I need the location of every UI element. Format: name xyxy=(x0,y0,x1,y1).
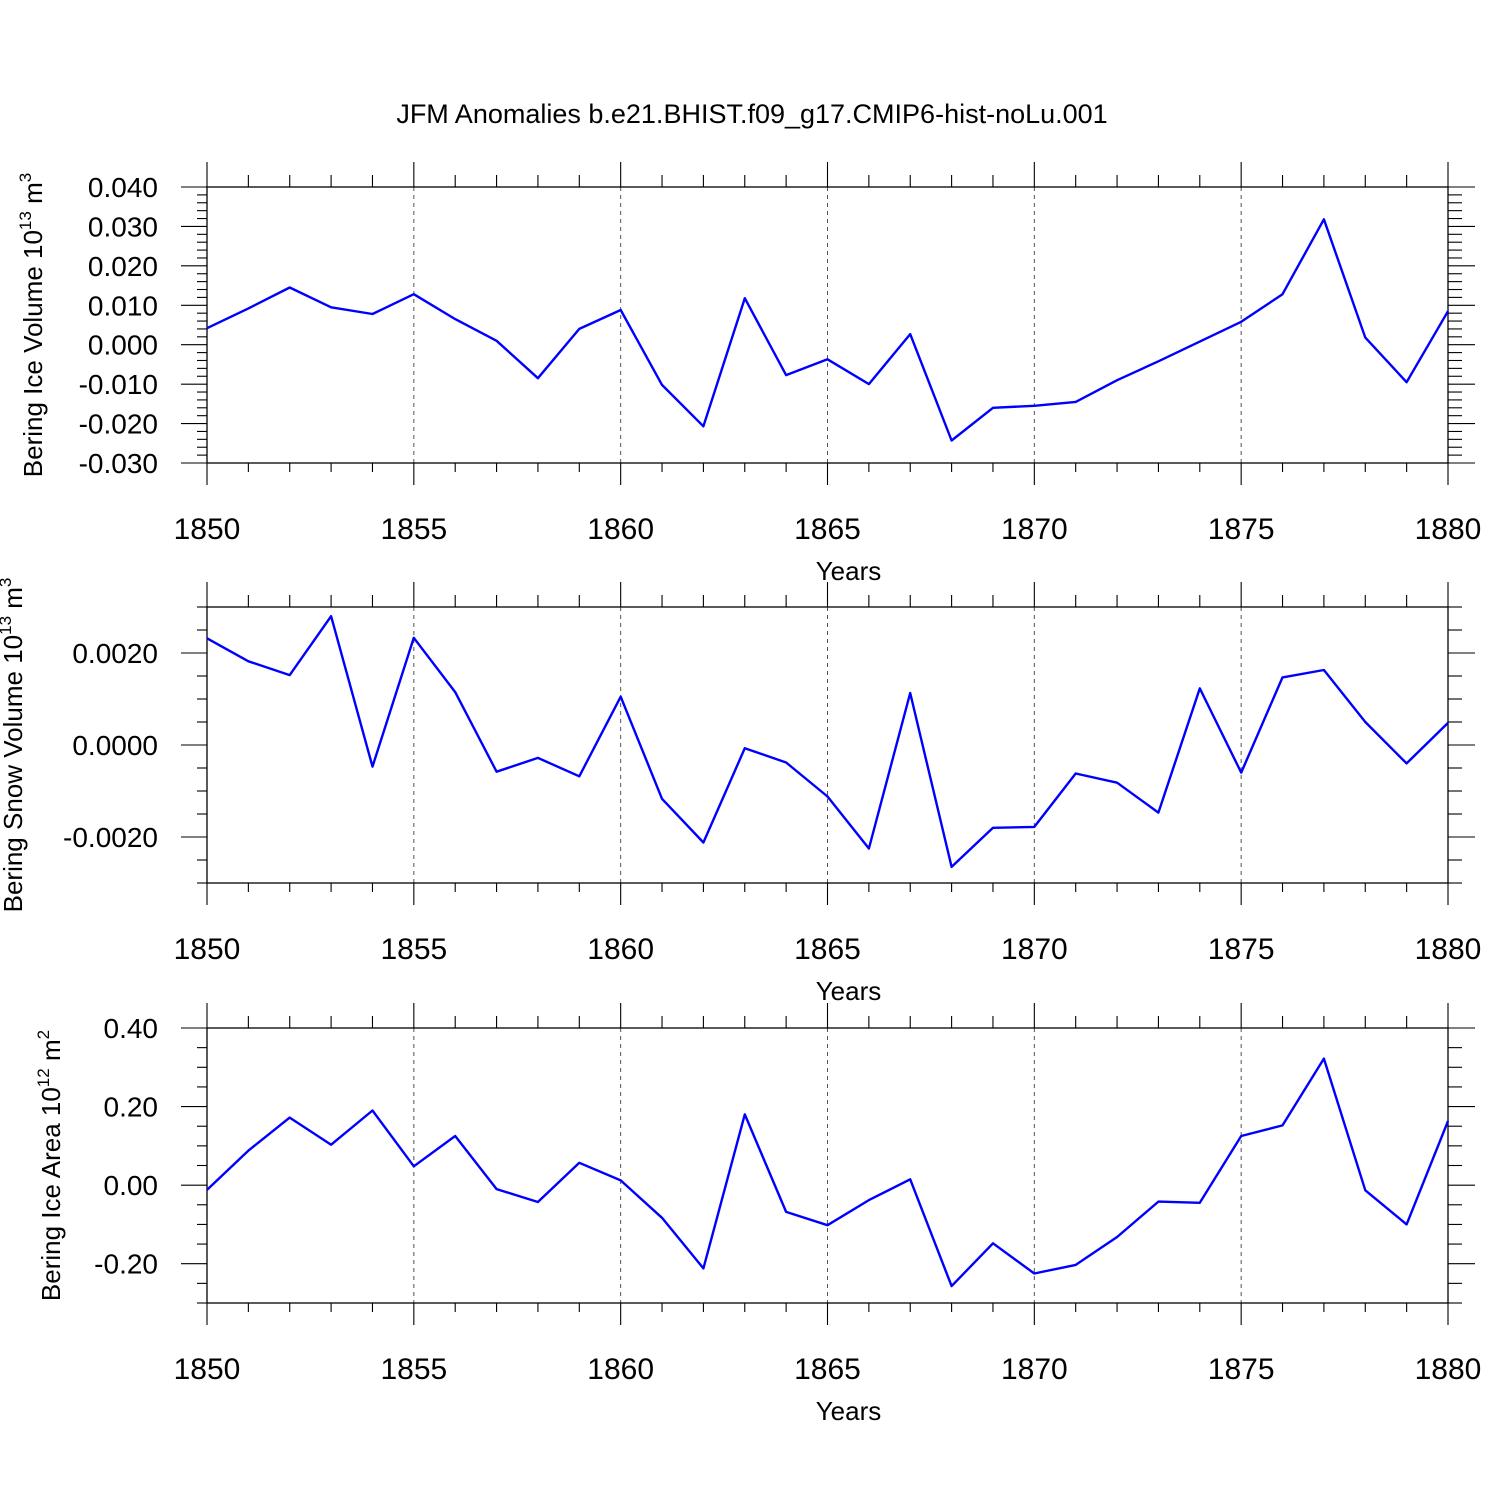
figure-title: JFM Anomalies b.e21.BHIST.f09_g17.CMIP6-… xyxy=(396,99,1107,129)
ice-volume-x-tick-label: 1850 xyxy=(174,513,241,546)
panel-ice-area: -0.20 0.00 0.20 0.40 1850 1855 1860 1865 1870 187… xyxy=(34,1003,1481,1426)
ice-volume-x-tick-label: 1880 xyxy=(1415,513,1482,546)
ice-volume-x-tick-label: 1875 xyxy=(1208,513,1275,546)
ice-area-x-tick-label: 1875 xyxy=(1208,1353,1275,1386)
ice-area-y-tick-label: 0.40 xyxy=(104,1013,159,1044)
snow-volume-x-tick-label: 1880 xyxy=(1415,933,1482,966)
ice-volume-y-tick-label: 0.030 xyxy=(88,211,158,242)
snow-volume-x-tick-label: 1870 xyxy=(1001,933,1068,966)
ice-volume-y-tick-label: -0.030 xyxy=(79,448,158,479)
ice-area-x-tick-label: 1860 xyxy=(587,1353,654,1386)
ice-volume-x-tick-label: 1870 xyxy=(1001,513,1068,546)
ice-volume-x-tick-label: 1860 xyxy=(587,513,654,546)
ice-area-x-tick-label: 1880 xyxy=(1415,1353,1482,1386)
ice-volume-x-tick-label: 1855 xyxy=(380,513,447,546)
snow-volume-x-tick-label: 1855 xyxy=(380,933,447,966)
ice-area-x-tick-label: 1850 xyxy=(174,1353,241,1386)
snow-volume-x-tick-label: 1865 xyxy=(794,933,861,966)
ice-volume-y-tick-label: 0.000 xyxy=(88,330,158,361)
ice-area-x-tick-label: 1870 xyxy=(1001,1353,1068,1386)
ice-volume-y-tick-label: -0.010 xyxy=(79,369,158,400)
ice-area-y-axis-title: Bering Ice Area 1012 m2 xyxy=(34,1030,66,1301)
ice-volume-x-tick-label: 1865 xyxy=(794,513,861,546)
snow-volume-y-tick-label: 0.0020 xyxy=(72,638,158,669)
ice-volume-y-tick-label: 0.040 xyxy=(88,172,158,203)
ice-volume-series-line xyxy=(206,218,1450,442)
ice-volume-y-tick-label: 0.020 xyxy=(88,251,158,282)
snow-volume-series-line xyxy=(206,615,1449,869)
ice-area-y-tick-label: 0.20 xyxy=(104,1092,159,1123)
ice-volume-y-tick-label: 0.010 xyxy=(88,290,158,321)
ice-area-x-tick-label: 1865 xyxy=(794,1353,861,1386)
snow-volume-y-axis-title: Bering Snow Volume 1013 m3 xyxy=(0,578,28,913)
ice-area-y-tick-label: 0.00 xyxy=(104,1170,159,1201)
snow-volume-x-tick-label: 1850 xyxy=(174,933,241,966)
ice-area-x-tick-label: 1855 xyxy=(380,1353,447,1386)
ice-volume-x-axis-title: Years xyxy=(816,556,882,586)
snow-volume-x-tick-label: 1875 xyxy=(1208,933,1275,966)
panel-snow-volume: -0.0020 0.0000 0.0020 1850 1855 1860 1865 1870 1… xyxy=(0,578,1481,1006)
ice-area-x-axis-title: Years xyxy=(816,1396,882,1426)
ice-area-y-tick-label: -0.20 xyxy=(94,1249,158,1280)
snow-volume-x-axis-title: Years xyxy=(816,976,882,1006)
panel-ice-volume: -0.030 -0.020 -0.010 0.000 0.010 0.020 0.030 0.… xyxy=(16,162,1481,586)
snow-volume-y-tick-label: -0.0020 xyxy=(63,822,158,853)
ice-volume-y-tick-label: -0.020 xyxy=(79,409,158,440)
ice-volume-y-axis-title: Bering Ice Volume 1013 m3 xyxy=(16,173,48,477)
ice-area-series-line xyxy=(206,1057,1450,1288)
snow-volume-x-tick-label: 1860 xyxy=(587,933,654,966)
snow-volume-y-tick-label: 0.0000 xyxy=(72,730,158,761)
